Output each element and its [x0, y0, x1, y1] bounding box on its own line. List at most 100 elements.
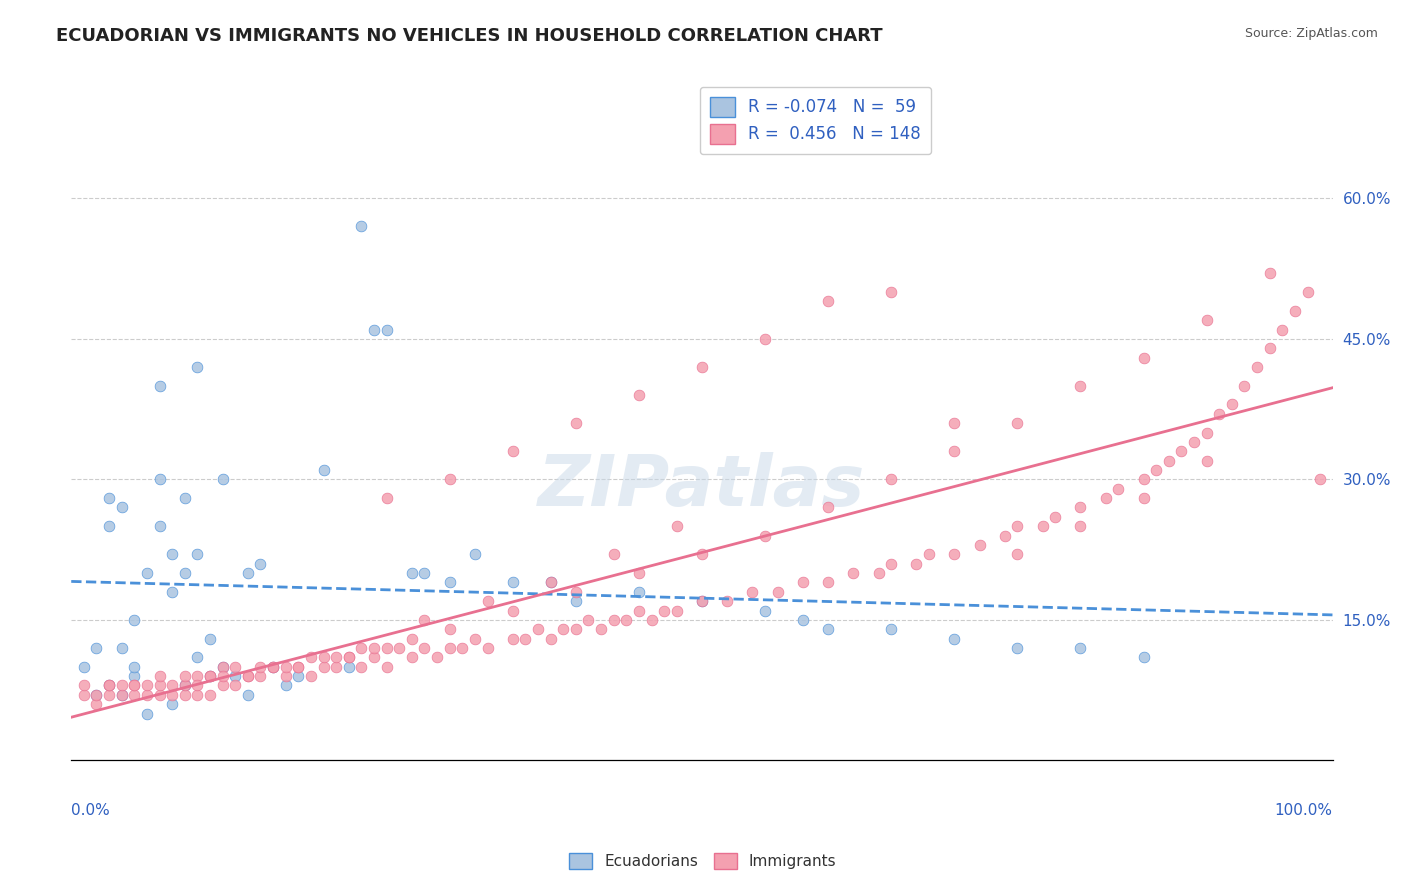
- Point: [515, 632, 537, 646]
- Point: [211, 678, 233, 692]
- Point: [1032, 519, 1054, 533]
- Point: [148, 378, 170, 392]
- Point: [375, 322, 398, 336]
- Point: [754, 528, 776, 542]
- Point: [287, 659, 309, 673]
- Point: [236, 688, 259, 702]
- Point: [388, 640, 411, 655]
- Point: [350, 219, 373, 234]
- Legend: Ecuadorians, Immigrants: Ecuadorians, Immigrants: [564, 847, 842, 875]
- Point: [591, 622, 613, 636]
- Point: [124, 688, 146, 702]
- Point: [86, 688, 108, 702]
- Point: [602, 613, 624, 627]
- Point: [211, 659, 233, 673]
- Point: [1195, 313, 1218, 327]
- Point: [198, 632, 221, 646]
- Point: [817, 622, 839, 636]
- Point: [186, 547, 208, 561]
- Point: [160, 678, 183, 692]
- Text: Source: ZipAtlas.com: Source: ZipAtlas.com: [1244, 27, 1378, 40]
- Point: [198, 669, 221, 683]
- Point: [236, 669, 259, 683]
- Point: [325, 659, 347, 673]
- Point: [363, 322, 385, 336]
- Point: [274, 678, 297, 692]
- Point: [754, 332, 776, 346]
- Point: [640, 613, 662, 627]
- Point: [173, 669, 195, 683]
- Point: [299, 669, 322, 683]
- Point: [880, 285, 903, 299]
- Point: [565, 584, 588, 599]
- Point: [1157, 453, 1180, 467]
- Point: [111, 500, 134, 515]
- Point: [905, 557, 928, 571]
- Point: [565, 594, 588, 608]
- Point: [337, 650, 360, 665]
- Point: [502, 603, 524, 617]
- Point: [124, 613, 146, 627]
- Point: [73, 678, 96, 692]
- Point: [312, 463, 335, 477]
- Point: [148, 688, 170, 702]
- Point: [880, 472, 903, 486]
- Point: [86, 640, 108, 655]
- Point: [262, 659, 284, 673]
- Point: [1132, 650, 1154, 665]
- Point: [173, 678, 195, 692]
- Point: [1144, 463, 1167, 477]
- Point: [236, 669, 259, 683]
- Point: [375, 640, 398, 655]
- Point: [312, 659, 335, 673]
- Point: [540, 575, 562, 590]
- Point: [413, 640, 436, 655]
- Point: [136, 706, 159, 721]
- Point: [375, 491, 398, 505]
- Point: [186, 669, 208, 683]
- Point: [211, 669, 233, 683]
- Point: [943, 547, 966, 561]
- Point: [86, 688, 108, 702]
- Point: [160, 697, 183, 711]
- Point: [249, 669, 271, 683]
- Point: [943, 416, 966, 430]
- Point: [817, 500, 839, 515]
- Point: [565, 416, 588, 430]
- Point: [842, 566, 865, 580]
- Legend: R = -0.074   N =  59, R =  0.456   N = 148: R = -0.074 N = 59, R = 0.456 N = 148: [700, 87, 931, 154]
- Point: [690, 594, 713, 608]
- Point: [363, 650, 385, 665]
- Point: [73, 659, 96, 673]
- Point: [236, 566, 259, 580]
- Point: [325, 650, 347, 665]
- Point: [426, 650, 449, 665]
- Point: [136, 678, 159, 692]
- Point: [1195, 453, 1218, 467]
- Point: [136, 688, 159, 702]
- Point: [337, 659, 360, 673]
- Point: [943, 632, 966, 646]
- Point: [160, 584, 183, 599]
- Point: [1069, 378, 1091, 392]
- Point: [73, 688, 96, 702]
- Point: [111, 688, 134, 702]
- Point: [1258, 266, 1281, 280]
- Point: [502, 575, 524, 590]
- Point: [1284, 303, 1306, 318]
- Point: [565, 622, 588, 636]
- Point: [186, 678, 208, 692]
- Point: [464, 632, 486, 646]
- Point: [1069, 519, 1091, 533]
- Point: [1069, 640, 1091, 655]
- Point: [249, 659, 271, 673]
- Point: [124, 669, 146, 683]
- Point: [817, 294, 839, 309]
- Point: [299, 650, 322, 665]
- Point: [1007, 640, 1029, 655]
- Point: [249, 557, 271, 571]
- Point: [527, 622, 550, 636]
- Point: [969, 538, 991, 552]
- Point: [439, 575, 461, 590]
- Point: [627, 566, 650, 580]
